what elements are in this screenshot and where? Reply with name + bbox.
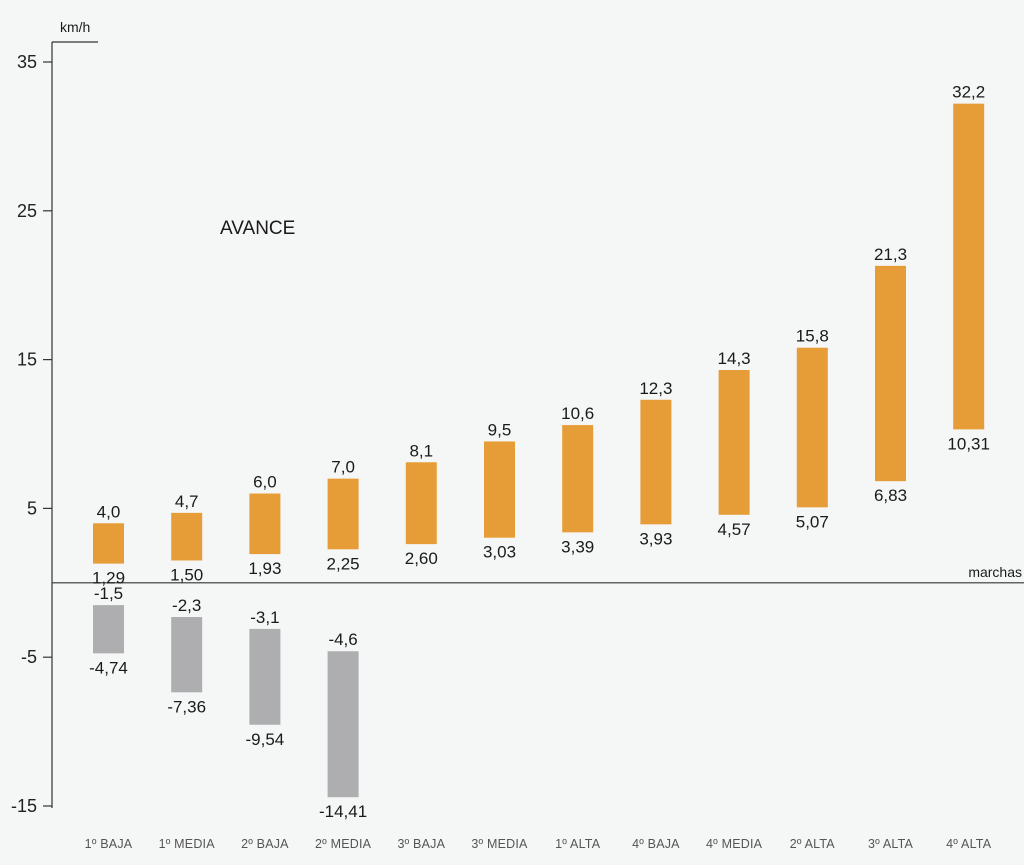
bar-top-value-label: 7,0 — [331, 458, 355, 477]
x-axis-unit-label: marchas — [968, 564, 1022, 580]
forward-speed-bar — [640, 399, 672, 525]
x-category-label: 2º MEDIA — [315, 837, 372, 851]
reverse-speed-bar — [171, 617, 203, 693]
bar-bottom-value-label: 2,25 — [327, 554, 360, 573]
bar-bottom-value-label: 1,29 — [92, 569, 125, 588]
reverse-speed-bar — [327, 651, 359, 798]
reverse-speed-bar — [249, 628, 281, 725]
bar-top-value-label: -4,6 — [328, 630, 357, 649]
y-ticks: 35 25 15 5 -5 -15 — [11, 52, 52, 816]
x-category-label: 3º MEDIA — [471, 837, 528, 851]
bar-bottom-value-label: 10,31 — [947, 434, 990, 453]
bars — [93, 103, 985, 798]
x-category-label: 3º BAJA — [397, 837, 445, 851]
reverse-speed-bar — [93, 605, 124, 654]
forward-speed-bar — [93, 523, 124, 564]
axes: km/h marchas AVANCE — [51, 19, 1024, 808]
x-category-label: 1º BAJA — [85, 837, 133, 851]
forward-speed-bar — [249, 493, 281, 555]
bar-bottom-value-label: 3,39 — [561, 537, 594, 556]
x-category-label: 3º ALTA — [868, 837, 914, 851]
y-tick-label: -15 — [11, 796, 37, 816]
bar-bottom-value-label: -9,54 — [246, 730, 285, 749]
bar-top-value-label: 4,7 — [175, 492, 199, 511]
bar-bottom-value-label: 2,60 — [405, 549, 438, 568]
bar-bottom-value-label: -7,36 — [167, 697, 206, 716]
bar-top-value-label: 4,0 — [97, 502, 121, 521]
y-tick-label: -5 — [21, 647, 37, 667]
bar-top-value-label: 15,8 — [796, 327, 829, 346]
x-category-label: 1º MEDIA — [159, 837, 216, 851]
bar-top-value-label: 21,3 — [874, 245, 907, 264]
value-labels: 4,0 1,29 4,7 1,50 6,0 1,93 7,0 2,25 8,1 2,60 9,5 3,… — [89, 83, 990, 822]
y-tick-label: 25 — [17, 201, 37, 221]
bar-bottom-value-label: 6,83 — [874, 486, 907, 505]
x-category-label: 2º ALTA — [790, 837, 836, 851]
forward-speed-bar — [718, 370, 750, 515]
forward-speed-bar — [327, 478, 359, 550]
x-category-label: 4º BAJA — [632, 837, 680, 851]
forward-speed-bar — [796, 347, 828, 508]
bar-bottom-value-label: 3,03 — [483, 543, 516, 562]
bar-top-value-label: 6,0 — [253, 473, 277, 492]
bar-top-value-label: 10,6 — [561, 404, 594, 423]
x-category-label: 4º MEDIA — [706, 837, 763, 851]
forward-speed-bar — [953, 103, 985, 430]
chart-annotation: AVANCE — [220, 218, 295, 239]
x-category-label: 1º ALTA — [555, 837, 601, 851]
bar-bottom-value-label: 4,57 — [718, 520, 751, 539]
y-tick-label: 35 — [17, 52, 37, 72]
bar-top-value-label: -3,1 — [250, 608, 279, 627]
bar-bottom-value-label: -14,41 — [319, 802, 367, 821]
bar-bottom-value-label: 5,07 — [796, 512, 829, 531]
y-axis-unit-label: km/h — [60, 19, 90, 35]
forward-speed-bar — [171, 512, 203, 561]
category-labels: 1º BAJA 1º MEDIA 2º BAJA 2º MEDIA 3º BAJA 3º … — [85, 837, 992, 851]
bar-bottom-value-label: -4,74 — [89, 658, 128, 677]
forward-speed-bar — [562, 425, 594, 533]
forward-speed-bar — [875, 265, 906, 482]
bar-bottom-value-label: 1,50 — [170, 565, 203, 584]
forward-speed-bar — [405, 462, 437, 545]
bar-top-value-label: -1,5 — [94, 584, 123, 603]
bar-top-value-label: 14,3 — [718, 349, 751, 368]
x-category-label: 4º ALTA — [946, 837, 992, 851]
bar-top-value-label: 12,3 — [639, 379, 672, 398]
x-category-label: 2º BAJA — [241, 837, 289, 851]
y-tick-label: 5 — [27, 498, 37, 518]
y-tick-label: 15 — [17, 350, 37, 370]
forward-speed-bar — [484, 441, 515, 538]
bar-bottom-value-label: 1,93 — [248, 559, 281, 578]
bar-top-value-label: 9,5 — [488, 420, 512, 439]
bar-bottom-value-label: 3,93 — [639, 529, 672, 548]
bar-top-value-label: 8,1 — [409, 441, 433, 460]
bar-top-value-label: -2,3 — [172, 596, 201, 615]
bar-top-value-label: 32,2 — [952, 83, 985, 102]
